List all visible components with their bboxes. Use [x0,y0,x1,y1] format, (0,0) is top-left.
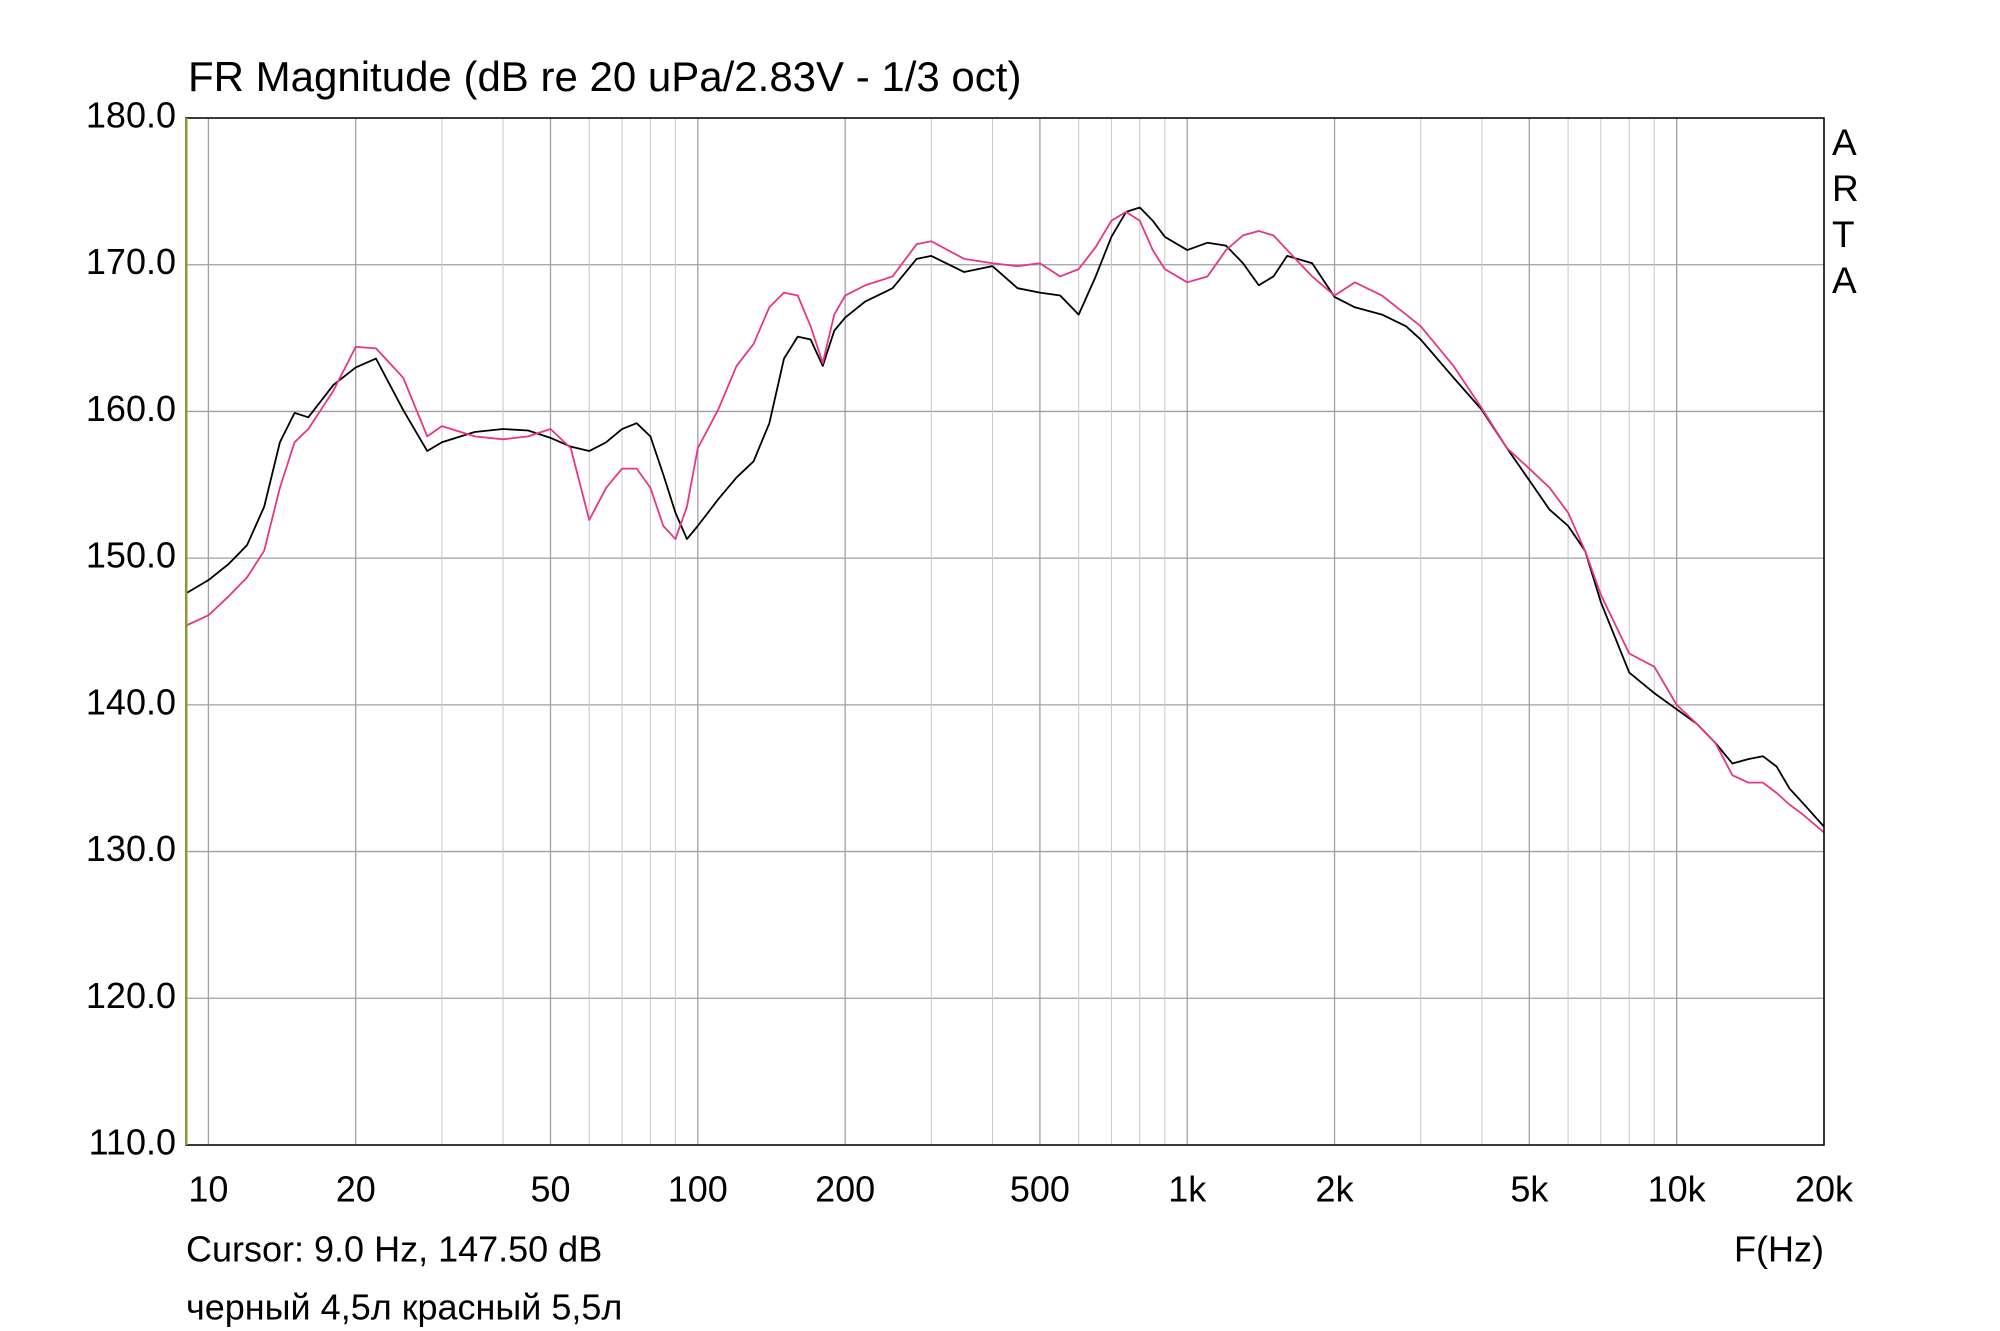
grid [186,117,1825,1146]
plot-frame [185,117,1825,1146]
y-tick-label: 140.0 [86,681,176,722]
y-tick-label: 180.0 [86,95,176,136]
x-axis-label: F(Hz) [1734,1229,1824,1270]
plot-lines [185,206,1825,834]
note: черный 4,5л красный 5,5л [186,1287,622,1328]
x-tick-label: 2k [1316,1169,1355,1210]
x-tick-label: 200 [815,1169,875,1210]
x-tick-label: 500 [1010,1169,1070,1210]
cursor-readout: Cursor: 9.0 Hz, 147.50 dB [186,1229,602,1270]
x-tick-label: 20 [336,1169,376,1210]
series-line [185,206,1825,828]
x-tick-label: 20k [1795,1169,1854,1210]
side-label: ARTA [1832,122,1859,301]
x-tick-label: 10 [188,1169,228,1210]
x-tick-label: 5k [1510,1169,1549,1210]
y-tick-label: 130.0 [86,828,176,869]
y-tick-label: 120.0 [86,975,176,1016]
x-tick-label: 10k [1648,1169,1707,1210]
x-tick-label: 100 [668,1169,728,1210]
y-tick-label: 150.0 [86,535,176,576]
y-tick-label: 110.0 [89,1122,176,1163]
y-tick-label: 160.0 [86,388,176,429]
series-line [185,211,1825,834]
y-tick-label: 170.0 [86,241,176,282]
chart-title: FR Magnitude (dB re 20 uPa/2.83V - 1/3 o… [188,53,1021,100]
x-tick-label: 1k [1168,1169,1207,1210]
x-tick-label: 50 [530,1169,570,1210]
